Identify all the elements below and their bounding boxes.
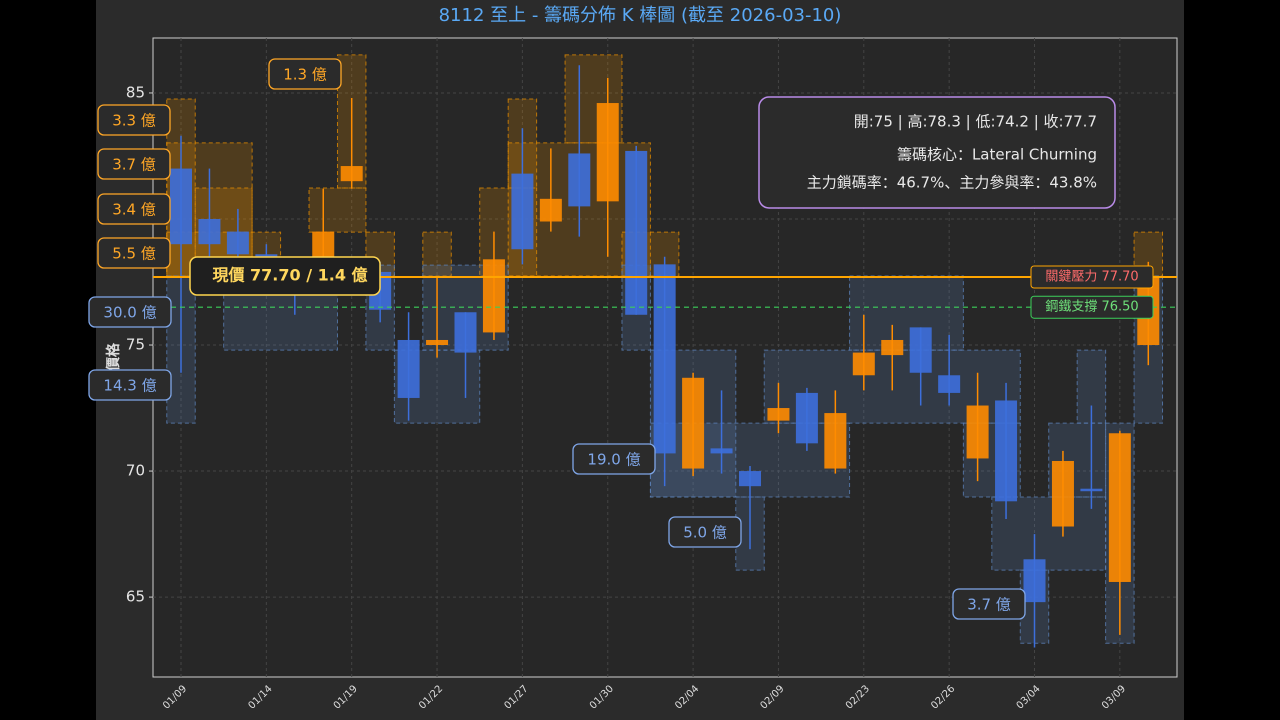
chip-zone bbox=[422, 231, 452, 277]
y-tick-label: 85 bbox=[126, 83, 145, 101]
volume-label: 19.0 億 bbox=[587, 451, 640, 469]
candle-body bbox=[1108, 433, 1131, 582]
current-label: 現價 77.70 / 1.4 億 bbox=[212, 266, 367, 285]
volume-label: 5.5 億 bbox=[112, 245, 156, 263]
volume-label: 3.7 億 bbox=[967, 596, 1011, 614]
volume-label: 5.0 億 bbox=[683, 524, 727, 542]
candle-body bbox=[170, 168, 192, 245]
y-tick-label: 75 bbox=[126, 336, 145, 354]
volume-label-box bbox=[952, 588, 1026, 620]
candle-body bbox=[454, 312, 477, 353]
volume-label-box bbox=[88, 296, 172, 328]
candle-body bbox=[966, 405, 989, 459]
y-tick-label: 65 bbox=[126, 588, 145, 606]
level-label-box bbox=[1030, 295, 1154, 319]
volume-label-box bbox=[97, 237, 171, 269]
volume-label-box bbox=[97, 104, 171, 136]
candle-body bbox=[397, 339, 420, 398]
candle-body bbox=[852, 352, 875, 376]
candle-body bbox=[312, 231, 335, 257]
chart-title: 8112 至上 - 籌碼分佈 K 棒圖 (截至 2026-03-10) bbox=[439, 5, 842, 26]
candle-body bbox=[824, 413, 847, 469]
level-label: 鋼鐵支撐 76.50 bbox=[1045, 299, 1138, 315]
y-tick-label: 70 bbox=[126, 462, 145, 480]
volume-label: 3.4 億 bbox=[112, 201, 156, 219]
volume-label: 30.0 億 bbox=[103, 304, 156, 322]
volume-label-box bbox=[88, 369, 172, 401]
chip-zone bbox=[849, 275, 964, 351]
candle-body bbox=[767, 408, 790, 421]
candle-body bbox=[995, 400, 1018, 502]
volume-label-box bbox=[268, 58, 342, 90]
candle-body bbox=[568, 153, 591, 207]
candle-body bbox=[482, 259, 505, 333]
info-line: 籌碼核心：Lateral Churning bbox=[897, 146, 1097, 164]
chip-zone bbox=[991, 496, 1107, 571]
level-label-box bbox=[1030, 265, 1154, 289]
volume-label: 14.3 億 bbox=[103, 377, 156, 395]
candle-body bbox=[198, 218, 221, 245]
volume-label: 3.3 億 bbox=[112, 112, 156, 130]
info-box bbox=[758, 96, 1116, 209]
candle-body bbox=[226, 231, 249, 255]
volume-label-box bbox=[668, 516, 742, 548]
candle-body bbox=[340, 166, 363, 182]
candle-body bbox=[1023, 559, 1046, 603]
volume-label-box bbox=[572, 443, 656, 475]
candle-body bbox=[1080, 488, 1103, 492]
level-label: 關鍵壓力 77.70 bbox=[1045, 268, 1138, 284]
volume-label: 3.7 億 bbox=[112, 156, 156, 174]
candle-body bbox=[881, 339, 904, 356]
candle-body bbox=[795, 392, 818, 444]
candle-body bbox=[596, 103, 619, 202]
candle-body bbox=[909, 327, 932, 373]
y-axis-label: 價格 bbox=[105, 342, 122, 372]
candle-body bbox=[682, 377, 705, 469]
volume-label-box bbox=[97, 148, 171, 180]
candle-body bbox=[511, 173, 534, 250]
info-line: 開:75 | 高:78.3 | 低:74.2 | 收:77.7 bbox=[854, 113, 1097, 131]
candle-body bbox=[1051, 460, 1074, 527]
candle-body bbox=[710, 448, 733, 454]
candle-body bbox=[625, 150, 648, 315]
candle-body bbox=[426, 339, 449, 346]
candle-body bbox=[539, 198, 562, 222]
volume-label: 1.3 億 bbox=[283, 66, 327, 84]
chip-zone bbox=[308, 187, 367, 233]
candle-body bbox=[938, 375, 961, 393]
candle-body bbox=[739, 471, 761, 487]
current-label-box bbox=[189, 256, 381, 296]
volume-label-box bbox=[97, 193, 171, 225]
info-line: 主力鎖碼率：46.7%、主力參與率：43.8% bbox=[807, 174, 1097, 192]
candle-body bbox=[653, 264, 676, 454]
